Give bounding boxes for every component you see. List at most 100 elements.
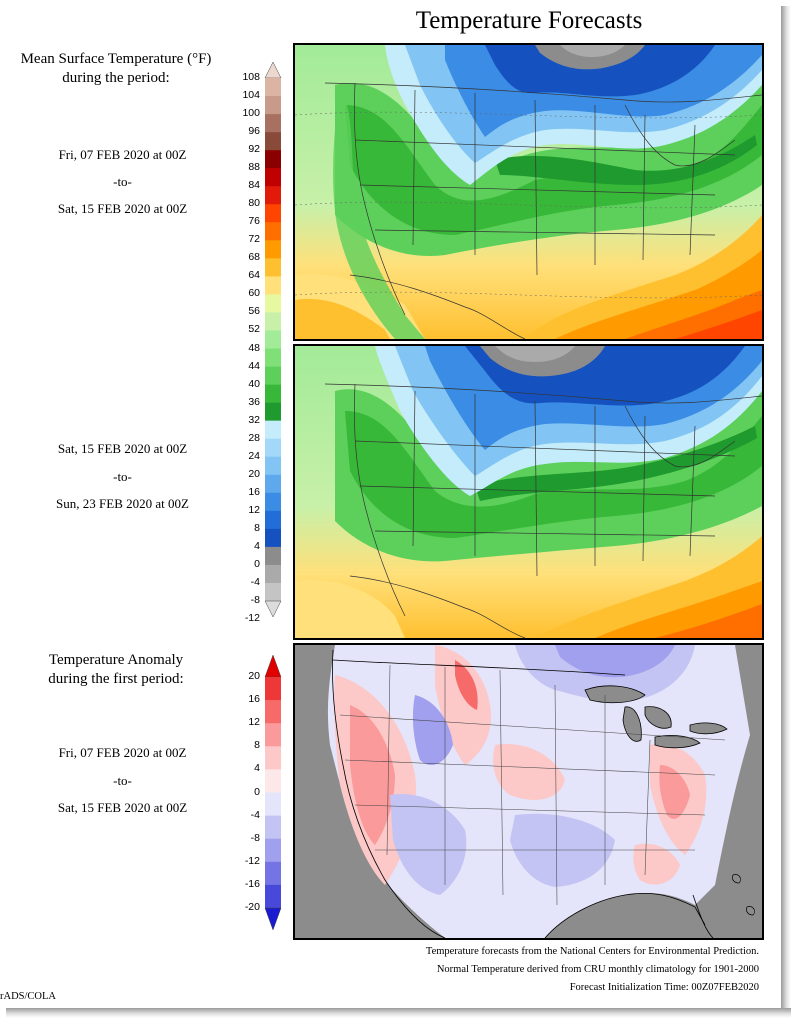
drop-shadow — [6, 1008, 791, 1018]
colorbar-segment — [265, 330, 281, 349]
period3-to: Sat, 15 FEB 2020 at 00Z — [57, 800, 188, 815]
colorbar-tick-label: 36 — [248, 395, 260, 408]
mean-temp-heading: Mean Surface Temperature (°F) during the… — [4, 50, 228, 88]
colorbar-segment — [265, 204, 281, 223]
colorbar-tick-label: 8 — [254, 739, 260, 752]
mean-temp-heading-line1: Mean Surface Temperature (°F) — [20, 51, 212, 67]
colorbar-segment — [265, 150, 281, 169]
colorbar-tick-label: 4 — [254, 539, 260, 552]
colorbar-segment — [265, 564, 281, 584]
colorbar-tick-label: -4 — [250, 575, 260, 588]
temperature-colorbar-graphic — [264, 61, 282, 618]
period1-sep: -to- — [113, 174, 132, 189]
mean-temp-heading-line2: during the period: — [62, 70, 170, 86]
colorbar-segment — [265, 546, 281, 566]
period2-to: Sun, 23 FEB 2020 at 00Z — [56, 496, 189, 511]
colorbar-segment — [265, 420, 281, 439]
colorbar-segment — [265, 132, 281, 151]
footer-line1: Temperature forecasts from the National … — [425, 946, 759, 957]
colorbar-tick-label: 16 — [248, 485, 260, 498]
colorbar-tick-label: 20 — [248, 670, 260, 682]
colorbar-segment — [264, 600, 282, 618]
colorbar-tick-label: 88 — [248, 161, 260, 174]
drop-shadow — [781, 6, 791, 1016]
anomaly-heading: Temperature Anomaly during the first per… — [4, 651, 228, 689]
colorbar-segment — [265, 792, 281, 816]
colorbar-tick-label: 104 — [242, 89, 260, 102]
forecast-map-period1 — [293, 43, 764, 341]
anomaly-colorbar: 20 16 12 8 4 0 -4 -8 -12 -16 -20 — [228, 654, 288, 931]
colorbar-tick-label: 56 — [248, 305, 260, 318]
anomaly-map-graphic — [295, 645, 762, 938]
colorbar-tick-label: 52 — [248, 323, 260, 336]
colorbar-segment — [265, 474, 281, 494]
colorbar-tick-label: 84 — [248, 179, 260, 192]
anomaly-heading-line2: during the first period: — [48, 671, 184, 687]
colorbar-tick-label: 64 — [248, 269, 260, 282]
period3-sep: -to- — [113, 773, 132, 788]
colorbar-segment — [265, 96, 281, 115]
colorbar-segment — [265, 815, 281, 839]
colorbar-tick-label: 32 — [248, 413, 260, 426]
colorbar-tick-label: 12 — [248, 716, 260, 729]
anomaly-heading-line1: Temperature Anomaly — [48, 652, 184, 668]
colorbar-segment — [265, 677, 281, 701]
colorbar-tick-label: 92 — [248, 143, 260, 156]
period2-from: Sat, 15 FEB 2020 at 00Z — [57, 441, 188, 456]
colorbar-segment — [265, 510, 281, 530]
period2-sep: -to- — [113, 469, 132, 484]
colorbar-tick-label: -8 — [250, 594, 260, 606]
grads-credit: rADS/COLA — [0, 991, 57, 1002]
colorbar-tick-label: -12 — [244, 612, 260, 625]
colorbar-segment — [265, 114, 281, 133]
colorbar-tick-label: 80 — [248, 197, 260, 210]
colorbar-tick-label: 0 — [254, 785, 260, 798]
colorbar-tick-label: 16 — [248, 693, 260, 706]
colorbar-tick-label: 108 — [242, 71, 260, 83]
colorbar-tick-label: 4 — [254, 762, 260, 775]
colorbar-segment — [265, 186, 281, 205]
colorbar-tick-label: 68 — [248, 251, 260, 264]
colorbar-segment — [265, 168, 281, 187]
colorbar-segment — [265, 366, 281, 385]
colorbar-tick-label: -12 — [244, 854, 260, 867]
period1-from: Fri, 07 FEB 2020 at 00Z — [58, 147, 187, 162]
forecast-map-period1-graphic — [295, 45, 762, 339]
forecast-map-period2 — [293, 344, 764, 640]
colorbar-segment — [265, 723, 281, 747]
colorbar-tick-label: 100 — [242, 107, 260, 120]
period3-from: Fri, 07 FEB 2020 at 00Z — [58, 745, 187, 760]
forecast-map-period2-graphic — [295, 346, 762, 638]
colorbar-segment — [265, 838, 281, 863]
colorbar-tick-label: 44 — [248, 359, 260, 372]
colorbar-segment — [265, 582, 281, 602]
page-title: Temperature Forecasts — [415, 7, 643, 34]
colorbar-segment — [264, 654, 282, 678]
colorbar-segment — [265, 456, 281, 476]
colorbar-segment — [265, 240, 281, 259]
anomaly-colorbar-graphic — [264, 654, 282, 931]
colorbar-segment — [265, 700, 281, 724]
colorbar-segment — [265, 492, 281, 512]
colorbar-segment — [265, 402, 281, 421]
colorbar-tick-label: 28 — [248, 431, 260, 444]
colorbar-tick-label: 60 — [248, 287, 260, 300]
colorbar-tick-label: -16 — [244, 877, 260, 890]
colorbar-tick-label: -8 — [250, 831, 260, 844]
footer-line3: Forecast Initialization Time: 00Z07FEB20… — [569, 982, 759, 993]
colorbar-segment — [265, 746, 281, 770]
colorbar-segment — [264, 61, 282, 79]
colorbar-segment — [265, 769, 281, 793]
colorbar-tick-label: 8 — [254, 521, 260, 534]
colorbar-segment — [265, 438, 281, 458]
colorbar-segment — [265, 222, 281, 241]
colorbar-segment — [265, 348, 281, 367]
colorbar-tick-label: 40 — [248, 377, 260, 390]
colorbar-segment — [265, 258, 281, 277]
colorbar-segment — [265, 294, 281, 313]
temperature-colorbar: 108 104 100 96 92 88 84 80 76 72 68 64 60 56 52 48 44 40 3… — [228, 61, 288, 624]
colorbar-segment — [265, 861, 281, 886]
colorbar-tick-label: 12 — [248, 503, 260, 516]
colorbar-segment — [265, 312, 281, 331]
colorbar-tick-label: 76 — [248, 215, 260, 228]
